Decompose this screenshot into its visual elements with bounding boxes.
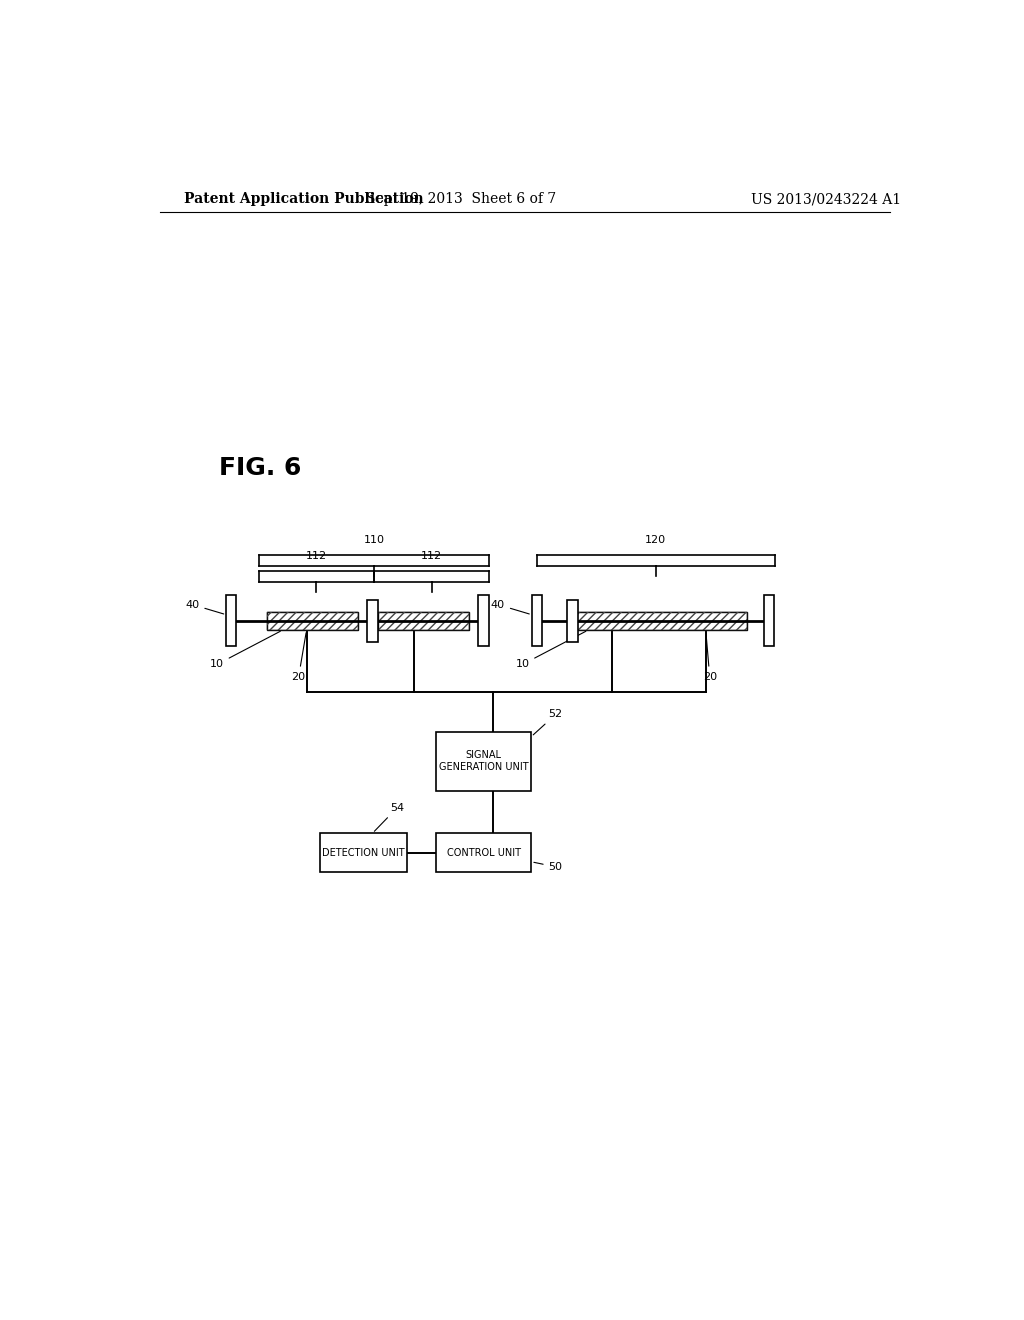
Text: 20: 20: [292, 632, 306, 681]
Bar: [267, 611, 358, 630]
Text: US 2013/0243224 A1: US 2013/0243224 A1: [752, 191, 901, 206]
Text: 40: 40: [490, 599, 529, 614]
Text: SIGNAL
GENERATION UNIT: SIGNAL GENERATION UNIT: [438, 750, 528, 772]
Text: 52: 52: [534, 709, 563, 735]
Bar: [321, 833, 408, 873]
Bar: [478, 595, 488, 647]
Bar: [764, 595, 774, 647]
Text: Patent Application Publication: Patent Application Publication: [183, 191, 423, 206]
Text: FIG. 6: FIG. 6: [219, 457, 302, 480]
Text: 112: 112: [421, 550, 442, 561]
Text: Sep. 19, 2013  Sheet 6 of 7: Sep. 19, 2013 Sheet 6 of 7: [367, 191, 556, 206]
Text: 54: 54: [375, 803, 404, 832]
Text: 50: 50: [534, 862, 562, 871]
Bar: [368, 599, 378, 643]
Bar: [567, 599, 578, 643]
Bar: [531, 595, 542, 647]
Bar: [436, 833, 531, 873]
Bar: [572, 611, 748, 630]
Text: 120: 120: [645, 535, 667, 545]
Text: 10: 10: [210, 631, 281, 669]
Bar: [572, 611, 748, 630]
Bar: [226, 595, 237, 647]
Text: 112: 112: [306, 550, 327, 561]
Bar: [378, 611, 469, 630]
Bar: [378, 611, 469, 630]
Bar: [436, 731, 531, 791]
Text: 110: 110: [364, 535, 385, 545]
Text: 20: 20: [702, 632, 717, 681]
Text: DETECTION UNIT: DETECTION UNIT: [323, 847, 406, 858]
Text: 40: 40: [185, 599, 223, 614]
Text: CONTROL UNIT: CONTROL UNIT: [446, 847, 520, 858]
Bar: [267, 611, 358, 630]
Text: 10: 10: [515, 631, 586, 669]
